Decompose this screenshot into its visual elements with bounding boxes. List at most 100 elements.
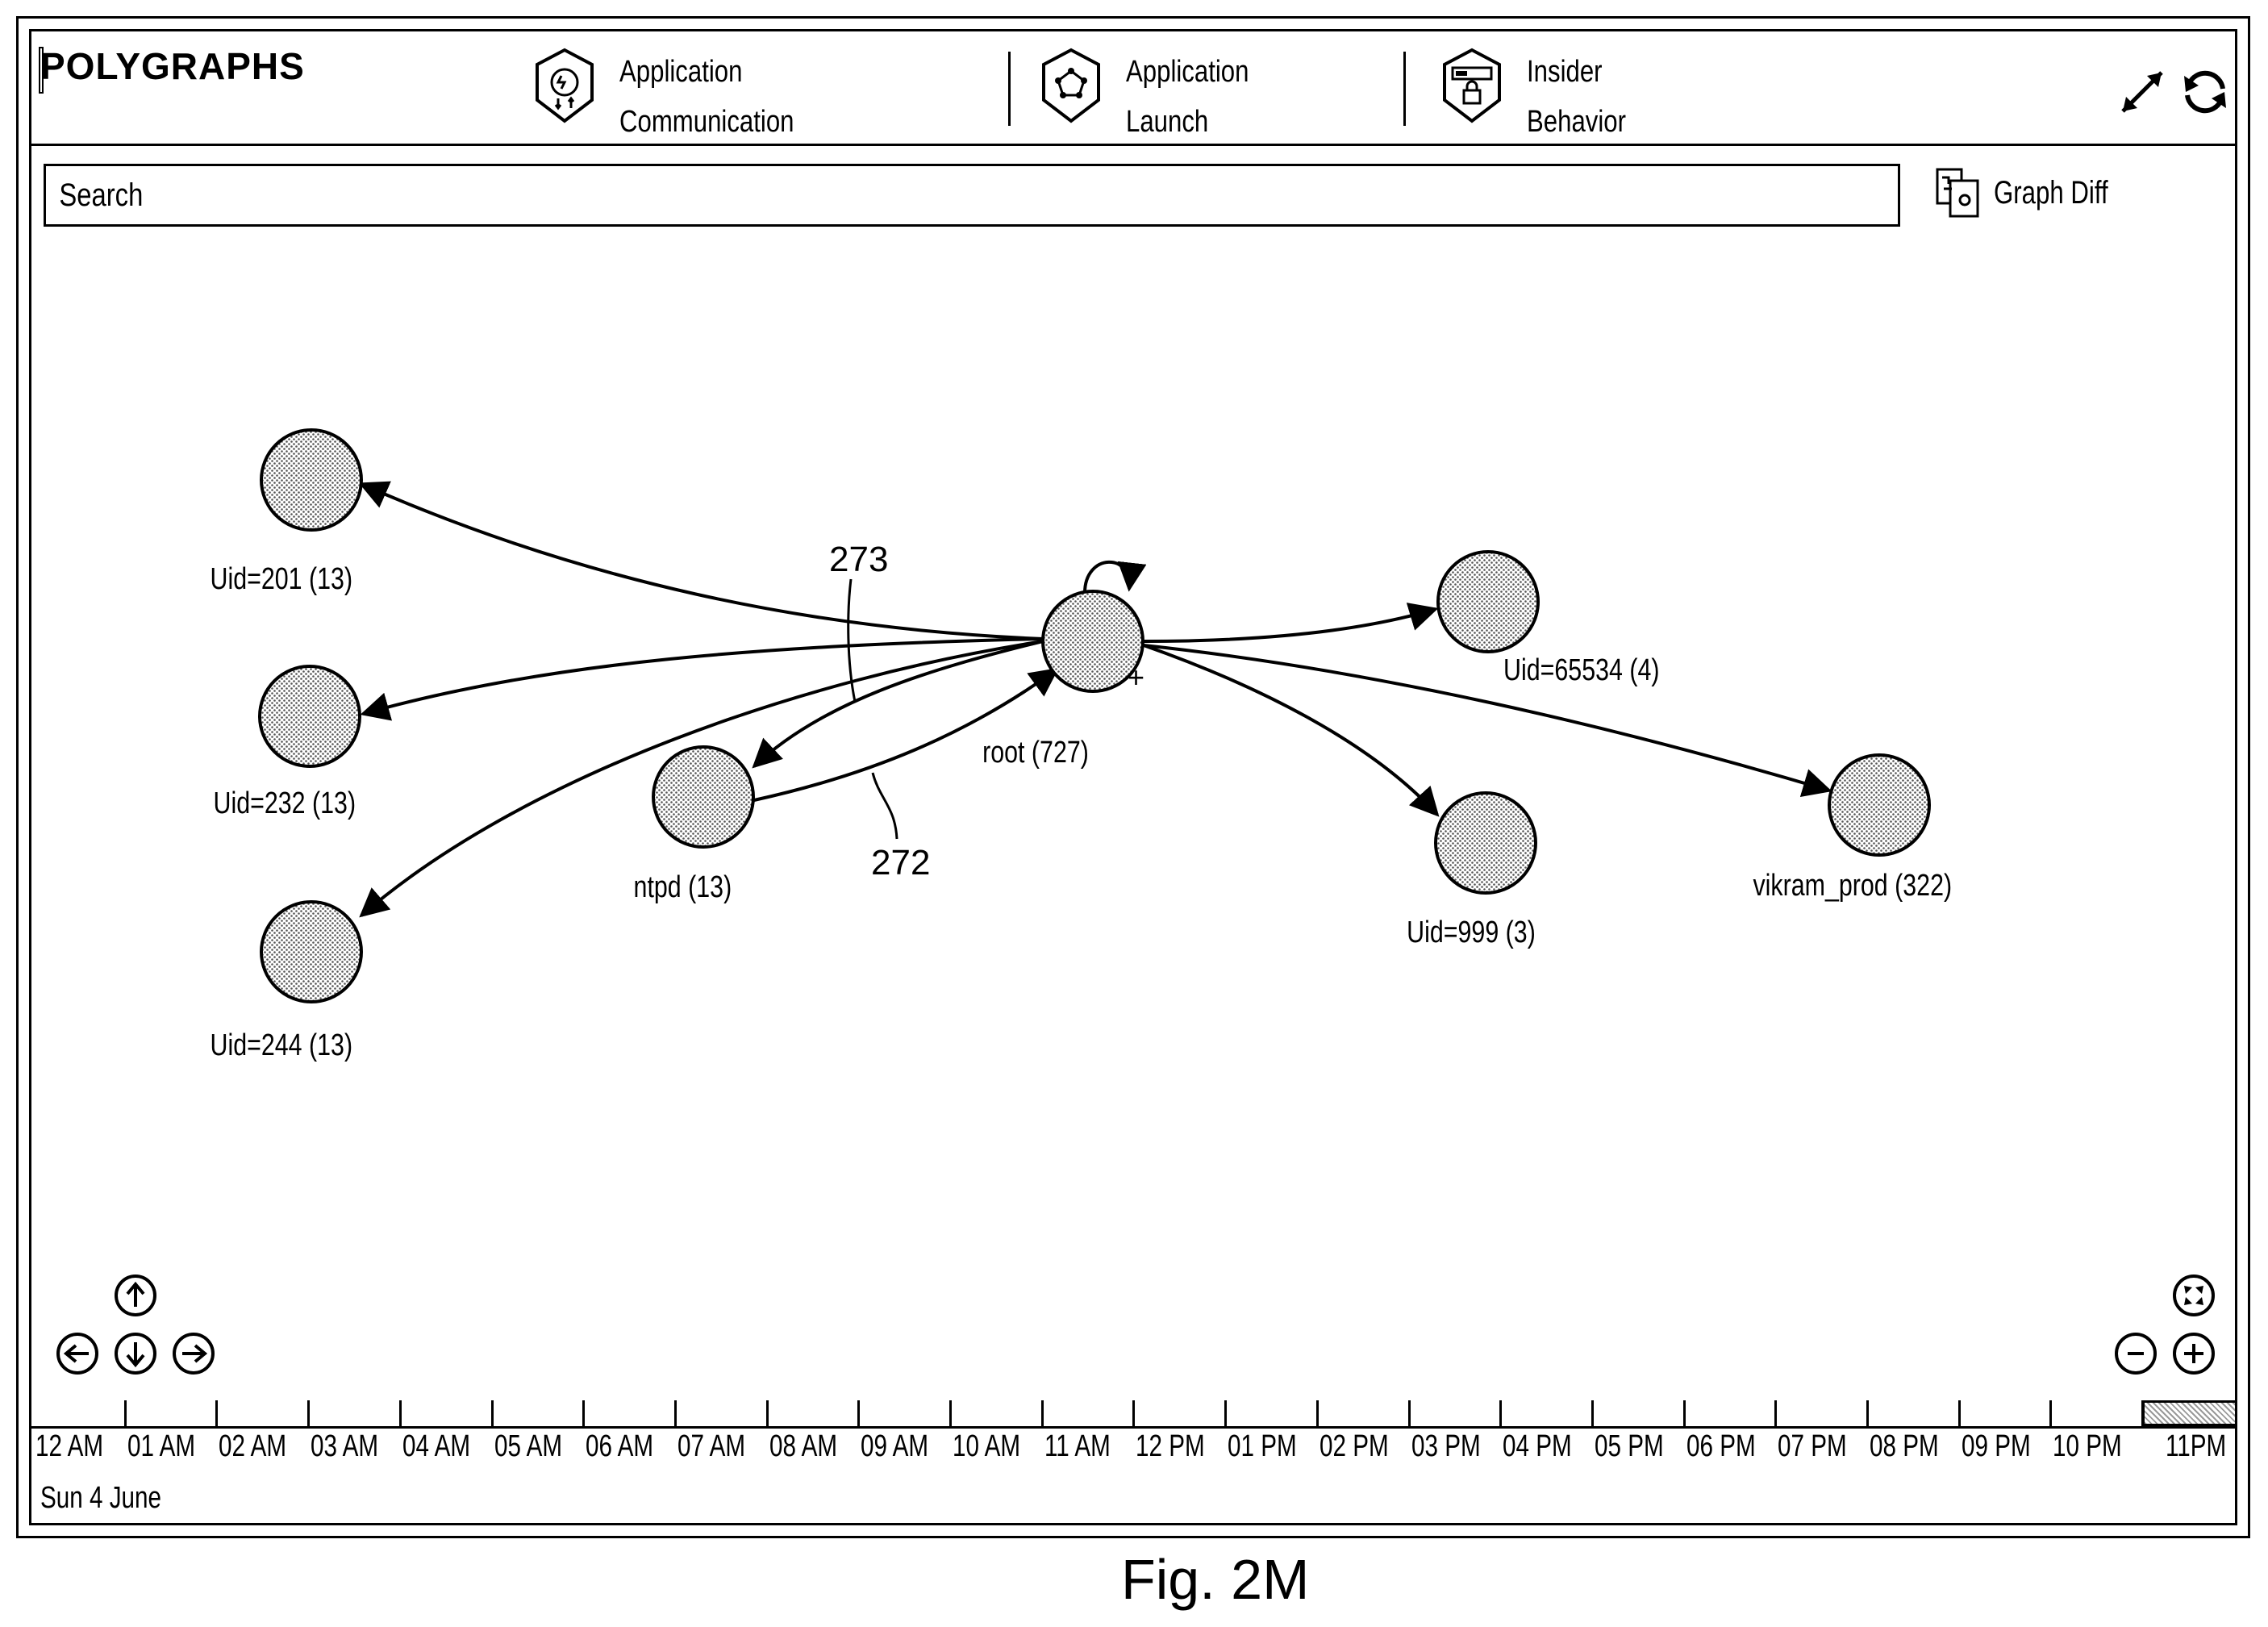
timeline-hour-label[interactable]: 12 AM: [35, 1429, 104, 1463]
graph-diff-label: Graph Diff: [1994, 174, 2108, 211]
timeline-tick: [1132, 1400, 1136, 1428]
timeline-hour-label[interactable]: 08 AM: [769, 1429, 837, 1463]
timeline-hour-label[interactable]: 10 AM: [953, 1429, 1021, 1463]
timeline-hour-label[interactable]: 01 AM: [127, 1429, 195, 1463]
arrow-up-icon[interactable]: [113, 1273, 158, 1318]
edge-root-ntpd[interactable]: [752, 640, 1044, 769]
edge-root-vikram[interactable]: [1143, 644, 1832, 797]
expand-marker[interactable]: +: [1128, 661, 1144, 694]
node-label-uid232: Uid=232 (13): [214, 786, 356, 820]
ref-leader-272: [871, 772, 898, 840]
timeline-tick: [1957, 1400, 1961, 1428]
timeline-hour-label[interactable]: 04 AM: [402, 1429, 470, 1463]
zoom-in-icon[interactable]: [2171, 1331, 2216, 1376]
timeline-hour-label[interactable]: 01 PM: [1228, 1429, 1297, 1463]
figure-caption: Fig. 2M: [1121, 1548, 1310, 1611]
node-uid232[interactable]: [258, 665, 361, 768]
node-label-uid244: Uid=244 (13): [211, 1028, 353, 1062]
timeline-tick: [1866, 1400, 1869, 1428]
arrow-right-icon[interactable]: [171, 1331, 216, 1376]
timeline-tick: [765, 1400, 769, 1428]
search-input[interactable]: [46, 166, 1565, 224]
ref-leader-273: [847, 578, 857, 703]
graph-diff-button[interactable]: Graph Diff: [1934, 166, 2141, 219]
timeline-hour-label[interactable]: 06 AM: [586, 1429, 654, 1463]
timeline-tick: [123, 1400, 127, 1428]
tab-label: Application Communication: [619, 55, 794, 139]
timeline-hour-label[interactable]: 07 PM: [1778, 1429, 1847, 1463]
edge-ntpd-root[interactable]: [753, 667, 1059, 802]
timeline-tick: [857, 1400, 861, 1428]
timeline-hour-label[interactable]: 04 PM: [1503, 1429, 1572, 1463]
window-frame: [16, 16, 2250, 1538]
zoom-out-icon[interactable]: [2113, 1331, 2158, 1376]
timeline-hour-label[interactable]: 07 AM: [677, 1429, 745, 1463]
node-ntpd[interactable]: [652, 745, 755, 849]
tab-label: Application Launch: [1126, 55, 1249, 139]
timeline-hour-label[interactable]: 02 PM: [1319, 1429, 1389, 1463]
fit-screen-icon[interactable]: [2171, 1273, 2216, 1318]
timeline-tick: [1315, 1400, 1319, 1428]
timeline-tick: [673, 1400, 677, 1428]
timeline-date: Sun 4 June: [40, 1481, 161, 1515]
insider-behavior-icon: [1443, 48, 1501, 123]
edge-root-uid232[interactable]: [360, 637, 1044, 721]
tab-label: Insider Behavior: [1527, 55, 1626, 139]
application-launch-icon: [1042, 48, 1100, 123]
timeline-hour-label[interactable]: 03 AM: [311, 1429, 379, 1463]
timeline-tick: [398, 1400, 402, 1428]
node-uid201[interactable]: [260, 428, 363, 532]
timeline-hour-label[interactable]: 02 AM: [219, 1429, 287, 1463]
timeline-hour-label[interactable]: 05 PM: [1594, 1429, 1664, 1463]
node-uid244[interactable]: [260, 900, 363, 1003]
node-vikram[interactable]: [1828, 753, 1931, 857]
timeline-tick: [1682, 1400, 1686, 1428]
ref-label-273: 273: [829, 540, 888, 579]
search-box[interactable]: [44, 164, 1900, 227]
edge-root-uid999[interactable]: [1143, 644, 1440, 817]
application-communication-icon: [536, 48, 594, 123]
timeline-tick: [1224, 1400, 1228, 1428]
timeline-tick: [490, 1400, 494, 1428]
node-label-root: root (727): [982, 736, 1089, 770]
timeline-hour-label[interactable]: 05 AM: [494, 1429, 562, 1463]
tab-application-launch[interactable]: Application Launch: [1039, 47, 1276, 139]
expand-icon[interactable]: [2115, 65, 2170, 119]
refresh-icon[interactable]: [2178, 65, 2233, 119]
edge-root-uid201[interactable]: [358, 481, 1044, 640]
timeline-hour-label[interactable]: 03 PM: [1411, 1429, 1481, 1463]
timeline-tick: [582, 1400, 586, 1428]
timeline-hour-label[interactable]: 06 PM: [1686, 1429, 1756, 1463]
timeline-tick: [949, 1400, 952, 1428]
timeline-hour-label[interactable]: 12 PM: [1136, 1429, 1206, 1463]
node-root[interactable]: [1041, 590, 1144, 693]
timeline-tick: [307, 1400, 311, 1428]
header-divider: [29, 144, 2237, 146]
node-uid65534[interactable]: [1436, 550, 1540, 653]
timeline-tick: [215, 1400, 219, 1428]
edge-root-uid244[interactable]: [359, 640, 1044, 918]
timeline-hour-label[interactable]: 09 PM: [1961, 1429, 2031, 1463]
tab-insider-behavior[interactable]: Insider Behavior: [1440, 47, 1648, 139]
arrow-down-icon[interactable]: [113, 1331, 158, 1376]
tab-application-communication[interactable]: Application Communication: [532, 47, 832, 139]
timeline-hour-label[interactable]: 08 PM: [1870, 1429, 1939, 1463]
timeline-hour-label[interactable]: 11PM: [2166, 1429, 2227, 1463]
timeline-hour-label[interactable]: 09 AM: [861, 1429, 929, 1463]
graph-diff-icon: [1936, 168, 1979, 218]
tab-separator: [1403, 52, 1406, 126]
arrow-left-icon[interactable]: [55, 1331, 100, 1376]
timeline-tick: [1040, 1400, 1044, 1428]
node-label-ntpd: ntpd (13): [634, 870, 732, 904]
node-uid999[interactable]: [1434, 791, 1537, 895]
timeline-tick: [2049, 1400, 2053, 1428]
edge-root-uid65534[interactable]: [1143, 603, 1439, 643]
timeline-hour-label[interactable]: 10 PM: [2053, 1429, 2123, 1463]
timeline-tick: [1499, 1400, 1503, 1428]
app-title: POLYGRAPHS: [40, 45, 305, 87]
timeline-selected-range[interactable]: [2142, 1400, 2237, 1426]
timeline-hour-label[interactable]: 11 AM: [1044, 1429, 1111, 1463]
edge-root-self[interactable]: [1083, 560, 1147, 594]
tab-separator: [1008, 52, 1011, 126]
timeline-tick: [1774, 1400, 1778, 1428]
